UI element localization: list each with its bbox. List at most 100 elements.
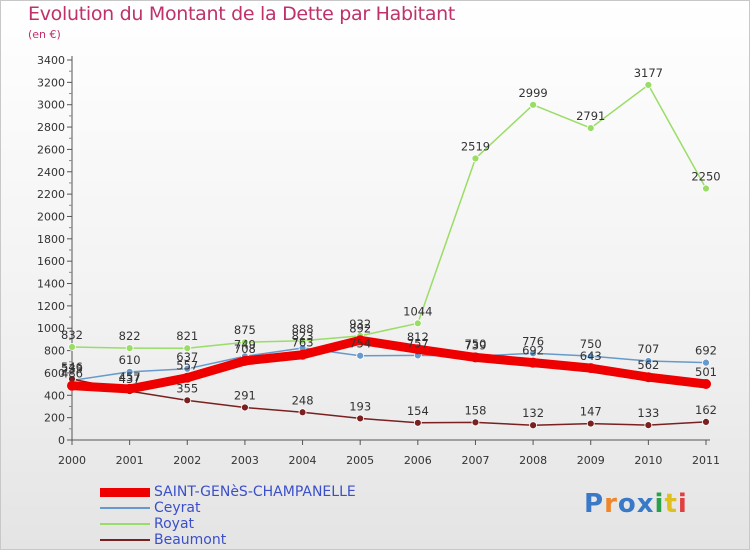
logo-letter: o — [617, 489, 637, 519]
y-tick-label: 800 — [44, 345, 65, 358]
data-label: 2791 — [576, 109, 605, 123]
y-tick-label: 400 — [44, 389, 65, 402]
y-tick-label: 2200 — [37, 188, 65, 201]
y-tick-label: 2000 — [37, 210, 65, 223]
data-label: 562 — [637, 358, 659, 372]
data-point — [412, 344, 423, 355]
data-label: 708 — [234, 342, 256, 356]
y-tick-label: 600 — [44, 367, 65, 380]
x-tick-label: 2006 — [404, 454, 432, 467]
proxiti-logo: Proxiti — [584, 489, 688, 519]
data-point — [298, 408, 307, 417]
data-label: 133 — [637, 406, 659, 420]
data-point — [239, 355, 250, 366]
data-label: 162 — [695, 403, 717, 417]
x-tick-label: 2008 — [519, 454, 547, 467]
data-point — [356, 414, 365, 423]
data-label: 248 — [292, 393, 314, 407]
data-label: 437 — [119, 372, 141, 386]
data-label: 2519 — [461, 139, 490, 153]
line-chart: 0 200 400 600 800 1000 1200 1400 1600 1800 2000 220… — [37, 54, 721, 467]
data-label: 750 — [464, 337, 486, 351]
data-point — [125, 367, 134, 376]
data-point — [182, 372, 193, 383]
data-point — [68, 343, 76, 351]
x-tick-label: 2011 — [692, 454, 720, 467]
data-label: 610 — [119, 353, 141, 367]
logo-letter: i — [677, 489, 688, 519]
data-label: 875 — [234, 323, 256, 337]
legend: SAINT-GENèS-CHAMPANELLE Ceyrat Royat Bea… — [100, 484, 356, 548]
y-tick-label: 3000 — [37, 99, 65, 112]
data-label: 692 — [695, 344, 717, 358]
data-label: 692 — [522, 344, 544, 358]
data-label: 749 — [234, 337, 256, 351]
logo-letter: x — [636, 489, 655, 519]
data-point — [470, 352, 481, 363]
logo-letter: i — [654, 489, 665, 519]
y-tick-label: 1600 — [37, 255, 65, 268]
data-label: 812 — [407, 330, 429, 344]
x-tick-label: 2010 — [634, 454, 662, 467]
y-tick-label: 2400 — [37, 166, 65, 179]
data-label: 932 — [349, 317, 371, 331]
data-point — [241, 338, 249, 347]
logo-letter: P — [584, 489, 605, 519]
data-label: 823 — [292, 329, 314, 343]
data-label: 501 — [695, 365, 717, 379]
y-tick-label: 3400 — [37, 54, 65, 67]
series-line — [71, 347, 707, 382]
data-point — [67, 380, 77, 391]
y-tick-label: 3200 — [37, 76, 65, 89]
data-point — [529, 421, 537, 430]
legend-swatch — [100, 487, 150, 497]
data-label: 832 — [61, 328, 83, 342]
data-label: 2999 — [518, 86, 547, 100]
legend-label: Beaumont — [154, 532, 227, 548]
data-label: 291 — [234, 388, 256, 402]
data-labels: 486 457 557 708 763 892 812 739 692 643 562 501 533 6… — [61, 66, 721, 420]
data-point — [183, 364, 192, 373]
data-point — [702, 184, 710, 193]
x-tick-label: 2004 — [289, 454, 317, 467]
data-point — [643, 372, 654, 383]
data-label: 2250 — [691, 170, 720, 184]
data-point — [529, 100, 537, 109]
data-point — [529, 349, 537, 358]
data-label: 154 — [407, 404, 429, 418]
legend-item: Beaumont — [100, 532, 356, 548]
x-tick-label: 2003 — [231, 454, 259, 467]
data-point — [586, 419, 595, 428]
series-lines — [67, 81, 711, 430]
data-label: 457 — [119, 370, 141, 384]
legend-item: Ceyrat — [100, 500, 356, 516]
logo-letter: t — [664, 489, 678, 519]
data-point — [124, 383, 135, 394]
data-label: 355 — [176, 381, 198, 395]
y-tick-label: 2800 — [37, 121, 65, 134]
y-tick-label: 1800 — [37, 233, 65, 246]
data-point — [355, 335, 366, 346]
x-tick-label: 2007 — [461, 454, 489, 467]
y-tick-label: 1000 — [37, 322, 65, 335]
data-label: 486 — [61, 367, 83, 381]
data-label: 754 — [349, 337, 371, 351]
logo-letter: r — [604, 489, 618, 519]
data-point — [702, 358, 710, 367]
legend-item: Royat — [100, 516, 356, 532]
data-label: 821 — [176, 329, 198, 343]
data-point — [241, 403, 249, 412]
data-point — [297, 349, 308, 360]
x-tick-label: 2005 — [346, 454, 374, 467]
legend-swatch — [100, 539, 150, 541]
y-tick-label: 2600 — [37, 143, 65, 156]
data-point — [356, 351, 365, 360]
y-tick-label: 200 — [44, 412, 65, 425]
data-label: 776 — [522, 334, 544, 348]
data-label: 1044 — [403, 304, 432, 318]
chart-unit-label: (en €) — [28, 28, 61, 41]
data-point — [586, 124, 595, 132]
data-point — [471, 418, 480, 427]
series-line — [71, 84, 707, 349]
data-label: 707 — [637, 342, 659, 356]
